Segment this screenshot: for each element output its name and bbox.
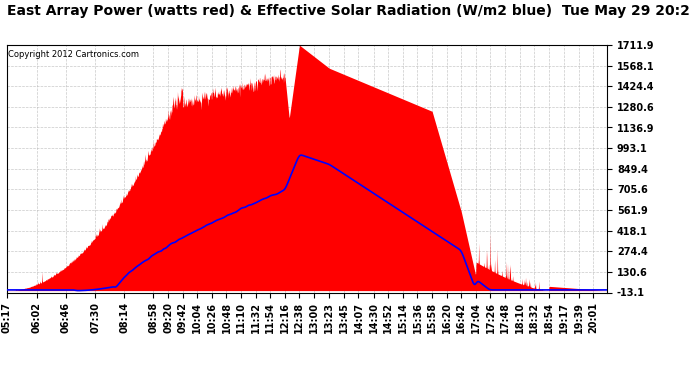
Text: Copyright 2012 Cartronics.com: Copyright 2012 Cartronics.com xyxy=(8,50,139,59)
Text: East Array Power (watts red) & Effective Solar Radiation (W/m2 blue)  Tue May 29: East Array Power (watts red) & Effective… xyxy=(7,4,690,18)
